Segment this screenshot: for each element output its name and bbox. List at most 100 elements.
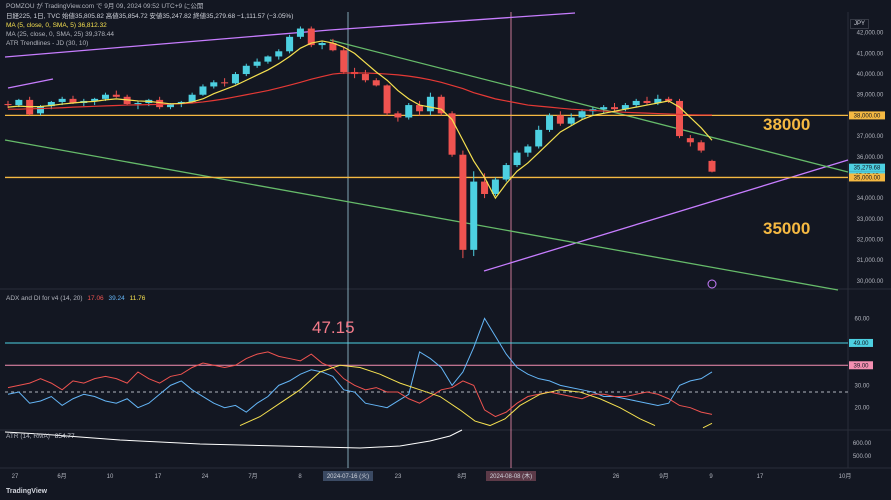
purple-trendline-upper [4, 29, 331, 58]
candle-body [481, 181, 489, 194]
candle-body [286, 36, 294, 52]
green-trendline-upper [329, 39, 849, 173]
time-tick-label: 8 [298, 474, 302, 480]
time-tick-label: 27 [12, 474, 19, 480]
candle-body [307, 28, 315, 46]
candle-body [676, 100, 684, 137]
candle-body [708, 160, 716, 172]
candle-body [643, 100, 651, 103]
price-badge-text: 35,000.00 [854, 175, 881, 181]
candle-body [556, 115, 564, 124]
time-tick-label: 10月 [839, 473, 852, 480]
candle-body [416, 105, 424, 112]
candle-body [621, 105, 629, 110]
purple-trendline-lower [483, 159, 849, 272]
purple-trendline-short [7, 78, 54, 89]
green-trendline-lower [4, 139, 839, 291]
candle-body [437, 96, 445, 114]
candle-body [405, 105, 413, 118]
adx-title-text: ADX and DI for v4 (14, 20) [6, 295, 83, 302]
candle-body [513, 152, 521, 166]
candle-body [47, 101, 55, 107]
adx-line-tail [702, 422, 713, 429]
candle-body [112, 94, 120, 97]
price-badge-text: 38,000.00 [854, 113, 881, 119]
candle-body [166, 104, 174, 108]
tradingview-logo: TradingView [6, 488, 48, 495]
candle-body [15, 99, 23, 106]
candle-body [654, 98, 662, 103]
price-tick-label: 39,000.00 [857, 93, 884, 99]
atr-trendlines-legend: ATR Trendlines - JD (30, 10) [6, 40, 89, 47]
candle-body [491, 179, 499, 194]
time-tick-label: 17 [155, 474, 162, 480]
candle-body [686, 138, 694, 143]
candle-body [340, 50, 348, 72]
level-low-label: 35000 [763, 219, 811, 238]
candle-body [383, 85, 391, 114]
candle-body [36, 106, 44, 114]
ma25-legend: MA (25, close, 0, SMA, 25) 39,378.44 [6, 31, 115, 38]
date-marker-badge [323, 471, 373, 481]
candle-body [253, 61, 261, 66]
price-tick-label: 42,000.00 [857, 31, 884, 37]
adx-value-2: 39.24 [108, 295, 125, 302]
candle-body [58, 98, 66, 102]
candle-body [567, 117, 575, 124]
adx-line [239, 364, 656, 427]
candle-body [210, 82, 218, 87]
time-tick-label: 24 [202, 474, 209, 480]
candle-body [156, 99, 164, 108]
candle-body [275, 51, 283, 57]
candle-body [502, 165, 510, 180]
time-tick-label: 7月 [248, 473, 257, 480]
date-marker-text: 2024-07-16 (火) [327, 473, 369, 480]
price-badge [849, 111, 885, 120]
candle-body [361, 74, 369, 81]
candle-body [231, 74, 239, 84]
adx-badge-text: 49.00 [853, 341, 869, 347]
candle-body [242, 65, 250, 75]
candle-body [600, 107, 608, 110]
event-icon [707, 279, 717, 289]
candle-body [535, 129, 543, 147]
candle-body [91, 98, 99, 101]
atr-line [4, 429, 463, 449]
price-badge [849, 173, 885, 182]
atr-title: ATR (14, RMA) 854.77 [6, 433, 78, 441]
candle-body [264, 56, 272, 62]
time-tick-label: 17 [757, 474, 764, 480]
candle-body [470, 181, 478, 250]
time-tick-label: 23 [395, 474, 402, 480]
date-marker-badge [486, 471, 536, 481]
candle-body [578, 111, 586, 118]
candle-body [611, 107, 619, 110]
adx-value-1: 17.06 [87, 295, 104, 302]
time-tick-label: 8月 [457, 473, 466, 480]
candle-body [101, 94, 109, 99]
candle-body [69, 98, 77, 103]
candle-body [329, 43, 337, 51]
symbol-info: 日経225, 1日, TVC 始値35,805.82 高値35,854.72 安… [6, 13, 294, 20]
price-tick-label: 41,000.00 [857, 51, 884, 57]
candle-body [426, 96, 434, 112]
currency-button[interactable]: JPY [849, 19, 869, 29]
time-tick-label: 10 [107, 474, 114, 480]
date-marker-text: 2024-08-08 (木) [490, 472, 532, 480]
adx-badge-text: 39.00 [853, 363, 869, 369]
level-high-label: 38000 [763, 115, 811, 134]
candle-body [372, 80, 380, 86]
time-tick-label: 26 [613, 474, 620, 480]
candle-body [394, 113, 402, 118]
time-tick-label: 9月 [659, 473, 668, 480]
candle-body [632, 100, 640, 106]
candle-body [697, 142, 705, 151]
time-tick-label: 9 [709, 474, 713, 480]
candle-body [665, 98, 673, 101]
price-tick-label: 34,000.00 [857, 196, 884, 202]
di-minus-line [7, 351, 713, 418]
di-plus-line [7, 317, 713, 413]
price-tick-label: 33,000.00 [857, 217, 884, 223]
ma25-line [8, 72, 712, 116]
